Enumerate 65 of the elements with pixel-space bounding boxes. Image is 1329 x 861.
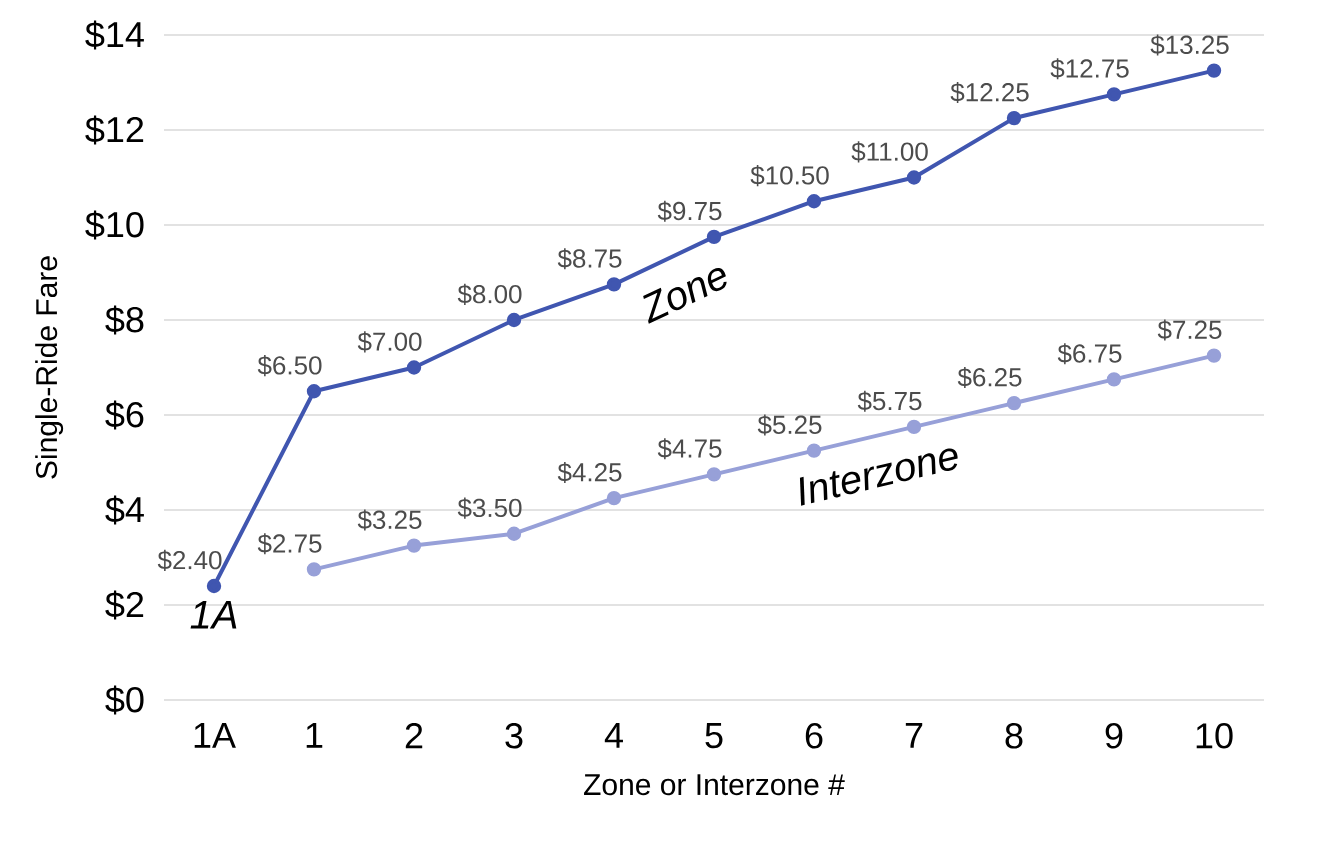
y-tick-label: $10: [85, 210, 144, 240]
y-tick-label: $12: [85, 115, 144, 145]
y-tick-label: $2: [105, 590, 144, 620]
data-label: $3.50: [457, 497, 522, 519]
point: [1106, 372, 1122, 387]
point: [606, 490, 622, 506]
data-label: $5.75: [857, 390, 922, 412]
data-label: $12.75: [1050, 58, 1129, 80]
data-label: $2.40: [157, 549, 222, 571]
point: [706, 467, 722, 482]
y-tick-label: $4: [105, 495, 144, 525]
x-tick-label: 8: [1005, 723, 1023, 749]
data-label: $8.75: [557, 248, 622, 270]
x-tick-label: 6: [805, 723, 823, 749]
point: [906, 419, 922, 435]
annotation: 1A: [190, 601, 237, 629]
data-label: $4.25: [557, 461, 622, 484]
x-tick-label: 4: [604, 723, 623, 748]
x-tick-label: 1: [306, 723, 323, 748]
x-tick-label: 2: [405, 723, 423, 749]
y-tick-label: $0: [105, 685, 144, 715]
point: [1006, 110, 1022, 126]
x-tick-label: 9: [1105, 723, 1123, 749]
point: [1206, 348, 1222, 363]
data-label: $10.50: [750, 165, 829, 187]
data-label: $5.25: [757, 414, 822, 436]
data-label: $6.25: [957, 366, 1022, 389]
data-label: $13.25: [1150, 34, 1229, 56]
text: Zone: [643, 268, 727, 324]
point: [506, 526, 522, 541]
data-label: $4.75: [657, 438, 722, 460]
y-axis-title: Single-Ride Fare: [35, 256, 64, 479]
y-tick-label: $6: [105, 400, 144, 430]
point: [406, 360, 422, 375]
data-label: $6.75: [1057, 343, 1122, 365]
x-axis-title: Zone or Interzone #: [584, 774, 845, 796]
point: [306, 384, 322, 399]
point: [1206, 63, 1222, 78]
text: Interzone: [799, 448, 958, 506]
x-tick-label: 1A: [194, 723, 236, 748]
point: [406, 538, 422, 553]
point: [806, 194, 822, 209]
x-tick-label: 5: [705, 723, 723, 749]
data-label: $9.75: [657, 200, 722, 222]
data-label: $3.25: [357, 509, 422, 531]
point: [206, 578, 222, 594]
y-tick-label: $8: [105, 305, 144, 335]
point: [1006, 395, 1022, 411]
point: [906, 170, 922, 185]
point: [606, 277, 622, 292]
x-tick-label: 3: [505, 723, 523, 749]
data-label: $7.25: [1157, 319, 1222, 341]
data-label: $6.50: [257, 355, 322, 377]
point: [1106, 87, 1122, 102]
point: [306, 562, 322, 577]
data-label: $12.25: [950, 81, 1029, 104]
x-tick-label: 10: [1196, 723, 1233, 749]
data-label: $8.00: [457, 283, 522, 305]
data-label: $7.00: [357, 331, 422, 353]
point: [706, 229, 722, 245]
x-tick-label: 7: [905, 723, 923, 748]
data-label: $11.00: [851, 141, 928, 163]
data-label: $2.75: [257, 533, 322, 555]
point: [506, 312, 522, 328]
y-tick-label: $14: [85, 20, 144, 50]
